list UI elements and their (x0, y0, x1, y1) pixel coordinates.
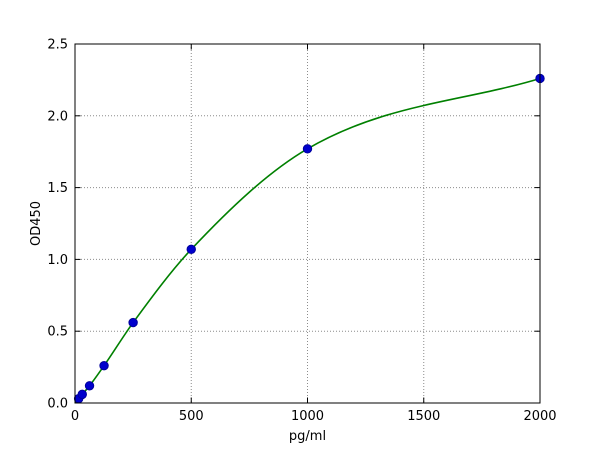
x-tick-label: 1500 (407, 409, 440, 424)
standard-points-marker (186, 244, 196, 255)
x-tick-label: 2000 (523, 409, 556, 424)
tick-label-layer: 0 500 1000 1500 2000 0.0 0.5 1.0 1.5 2.0 2.5 (47, 38, 556, 425)
axes-spines (74, 43, 541, 404)
x-axis-label: pg/ml (289, 429, 326, 444)
standard-points-marker (84, 381, 95, 391)
data-layer (73, 73, 545, 404)
y-axis-label: OD450 (29, 201, 44, 246)
y-tick-label: 1.0 (47, 253, 68, 268)
y-tick-label: 0.5 (47, 325, 68, 340)
y-tick-label: 2.0 (47, 109, 68, 124)
standard-points-marker (77, 389, 87, 400)
x-tick-label: 0 (71, 409, 79, 424)
standard-points-marker (128, 317, 138, 328)
axes-layer (74, 43, 541, 404)
fit-curve (74, 77, 541, 404)
x-tick-label: 500 (179, 409, 204, 424)
x-tick-label: 1000 (291, 409, 324, 424)
standard-points-marker (99, 360, 109, 371)
y-tick-label: 0.0 (47, 397, 68, 412)
y-tick-label: 2.5 (47, 38, 68, 53)
standard-points-marker (302, 144, 313, 154)
grid-layer (75, 44, 540, 403)
y-tick-label: 1.5 (47, 181, 68, 196)
